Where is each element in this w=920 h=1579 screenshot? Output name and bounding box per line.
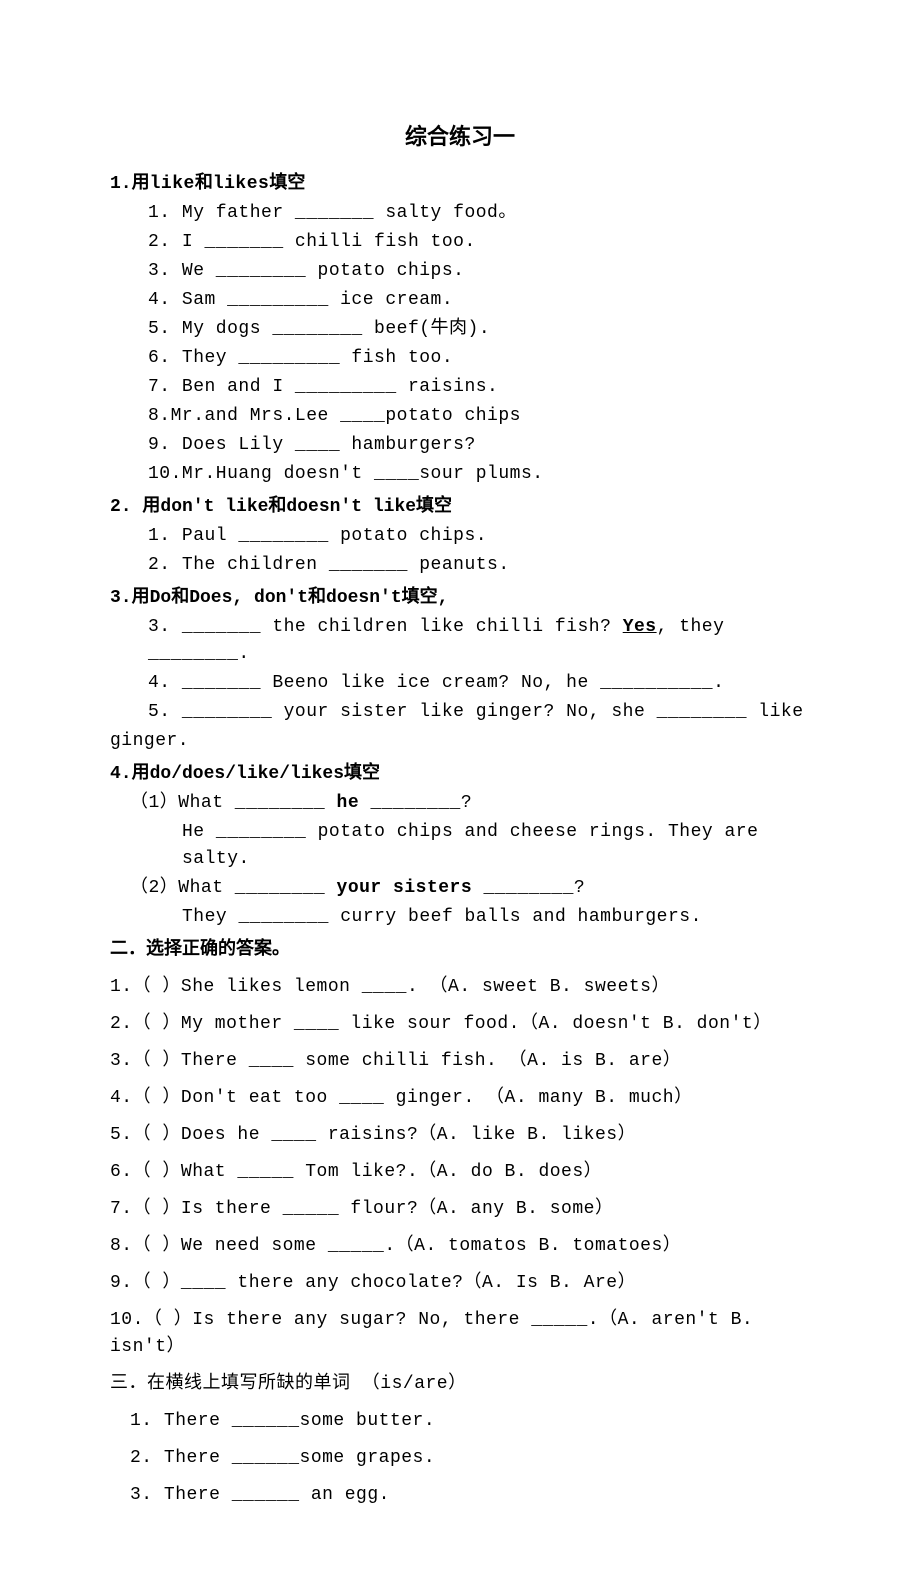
s1-item: 4. Sam _________ ice cream. [110, 287, 810, 314]
s1-prefix: 1.用 [110, 174, 150, 194]
s3-item-3: 3. _______ the children like chilli fish… [110, 614, 810, 668]
mc-item: 1.（ ）She likes lemon ____. （A. sweet B. … [110, 974, 810, 1001]
s4-ys: your sisters [337, 878, 473, 898]
s1-mid: 和 [195, 174, 213, 194]
mc-item: 2.（ ）My mother ____ like sour food.（A. d… [110, 1011, 810, 1038]
section-mc-heading: 二．选择正确的答案。 [110, 937, 810, 964]
s3-3a: 3. _______ the children like chilli fish… [148, 617, 623, 637]
s4-q2: （2）What ________ your sisters ________? [110, 875, 810, 902]
s1-item: 3. We ________ potato chips. [110, 258, 810, 285]
mc-item: 6.（ ）What _____ Tom like?.（A. do B. does… [110, 1159, 810, 1186]
s4-q1-ans: He ________ potato chips and cheese ring… [110, 819, 810, 873]
s1-item: 5. My dogs ________ beef(牛肉). [110, 316, 810, 343]
s1-item: 8.Mr.and Mrs.Lee ____potato chips [110, 403, 810, 430]
section-4-heading: 4.用do/does/like/likes填空 [110, 761, 810, 788]
s4-q1a: （1）What ________ [130, 793, 337, 813]
s1-item: 7. Ben and I _________ raisins. [110, 374, 810, 401]
s4-q1b: ________? [359, 793, 472, 813]
s1-w1: like [150, 174, 195, 194]
fill-item: 1. There ______some butter. [110, 1408, 810, 1435]
section-2-heading: 2. 用don't like和doesn't like填空 [110, 494, 810, 521]
s3-item-5-cont: ginger. [110, 728, 810, 755]
s1-item: 10.Mr.Huang doesn't ____sour plums. [110, 461, 810, 488]
s1-w2: likes [213, 174, 270, 194]
worksheet-page: 综合练习一 1.用like和likes填空 1. My father _____… [0, 0, 920, 1579]
mc-item: 10.（ ）Is there any sugar? No, there ____… [110, 1307, 810, 1361]
section-1-heading: 1.用like和likes填空 [110, 171, 810, 198]
section-3-heading: 3.用Do和Does, don't和doesn't填空, [110, 585, 810, 612]
s1-item: 6. They _________ fish too. [110, 345, 810, 372]
mc-item: 4.（ ）Don't eat too ____ ginger. （A. many… [110, 1085, 810, 1112]
mc-item: 8.（ ）We need some _____.（A. tomatos B. t… [110, 1233, 810, 1260]
mc-item: 9.（ ）____ there any chocolate?（A. Is B. … [110, 1270, 810, 1297]
s1-item: 2. I _______ chilli fish too. [110, 229, 810, 256]
s4-he: he [337, 793, 360, 813]
section-fill-heading: 三．在横线上填写所缺的单词 （is/are） [110, 1371, 810, 1398]
s3-item-5: 5. ________ your sister like ginger? No,… [110, 699, 810, 726]
s1-item: 1. My father _______ salty food。 [110, 200, 810, 227]
s1-suffix: 填空 [269, 174, 305, 194]
page-title: 综合练习一 [110, 120, 810, 153]
mc-item: 3.（ ）There ____ some chilli fish. （A. is… [110, 1048, 810, 1075]
s4-q1: （1）What ________ he ________? [110, 790, 810, 817]
mc-item: 5.（ ）Does he ____ raisins?（A. like B. li… [110, 1122, 810, 1149]
fill-item: 2. There ______some grapes. [110, 1445, 810, 1472]
s1-item: 9. Does Lily ____ hamburgers? [110, 432, 810, 459]
mc-item: 7.（ ）Is there _____ flour?（A. any B. som… [110, 1196, 810, 1223]
s4-q2b: ________? [472, 878, 585, 898]
s3-yes: Yes [623, 617, 657, 637]
s2-item: 2. The children _______ peanuts. [110, 552, 810, 579]
s4-q2a: （2）What ________ [130, 878, 337, 898]
s4-q2-ans: They ________ curry beef balls and hambu… [110, 904, 810, 931]
fill-item: 3. There ______ an egg. [110, 1482, 810, 1509]
s2-item: 1. Paul ________ potato chips. [110, 523, 810, 550]
s3-item-4: 4. _______ Beeno like ice cream? No, he … [110, 670, 810, 697]
